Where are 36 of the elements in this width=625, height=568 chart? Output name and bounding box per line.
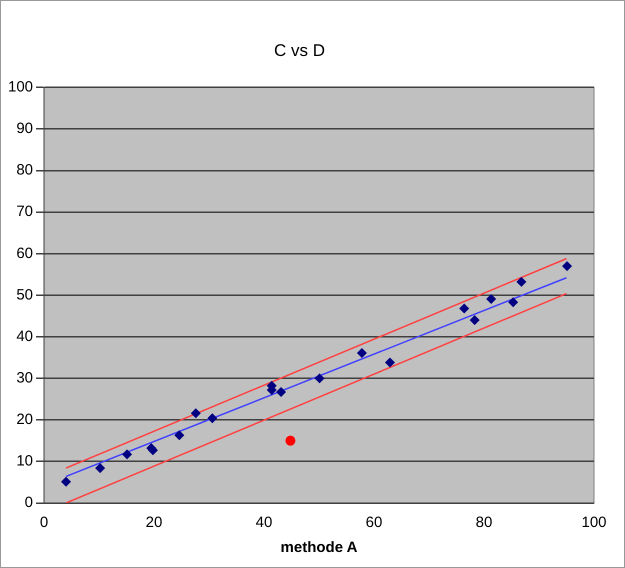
y-tick-label: 0 (24, 494, 34, 512)
y-tick-label: 100 (8, 78, 34, 96)
y-tick-label: 70 (16, 203, 34, 220)
y-tick-label: 30 (16, 369, 34, 386)
chart-title: C vs D (274, 40, 325, 60)
point (190, 408, 201, 418)
point (314, 373, 325, 384)
point (285, 436, 296, 446)
point (174, 430, 184, 440)
x-tick-label: 60 (366, 514, 382, 532)
point (486, 294, 496, 304)
point (470, 315, 480, 326)
x-tick-label: 100 (581, 514, 607, 532)
y-tick-label: 10 (16, 452, 34, 470)
y-tick-label: 90 (16, 120, 34, 138)
y-tick-label: 80 (16, 162, 34, 179)
point (207, 413, 218, 424)
point (61, 476, 72, 487)
x-axis-title: methode A (280, 539, 358, 556)
point (122, 449, 132, 460)
point (459, 304, 470, 314)
point (95, 463, 106, 474)
y-tick-label: 60 (16, 244, 34, 262)
x-tick-label: 20 (146, 514, 162, 532)
point (508, 297, 518, 308)
x-tick-label: 80 (476, 514, 492, 532)
point (356, 348, 367, 358)
point (276, 387, 286, 398)
point (384, 358, 395, 368)
x-tick-label: 0 (40, 514, 48, 532)
x-tick-label: 40 (256, 514, 272, 532)
y-tick-label: 50 (16, 286, 34, 304)
point (516, 276, 526, 287)
y-tick-label: 40 (16, 328, 34, 345)
y-tick-label: 20 (16, 411, 34, 428)
point (562, 261, 572, 272)
